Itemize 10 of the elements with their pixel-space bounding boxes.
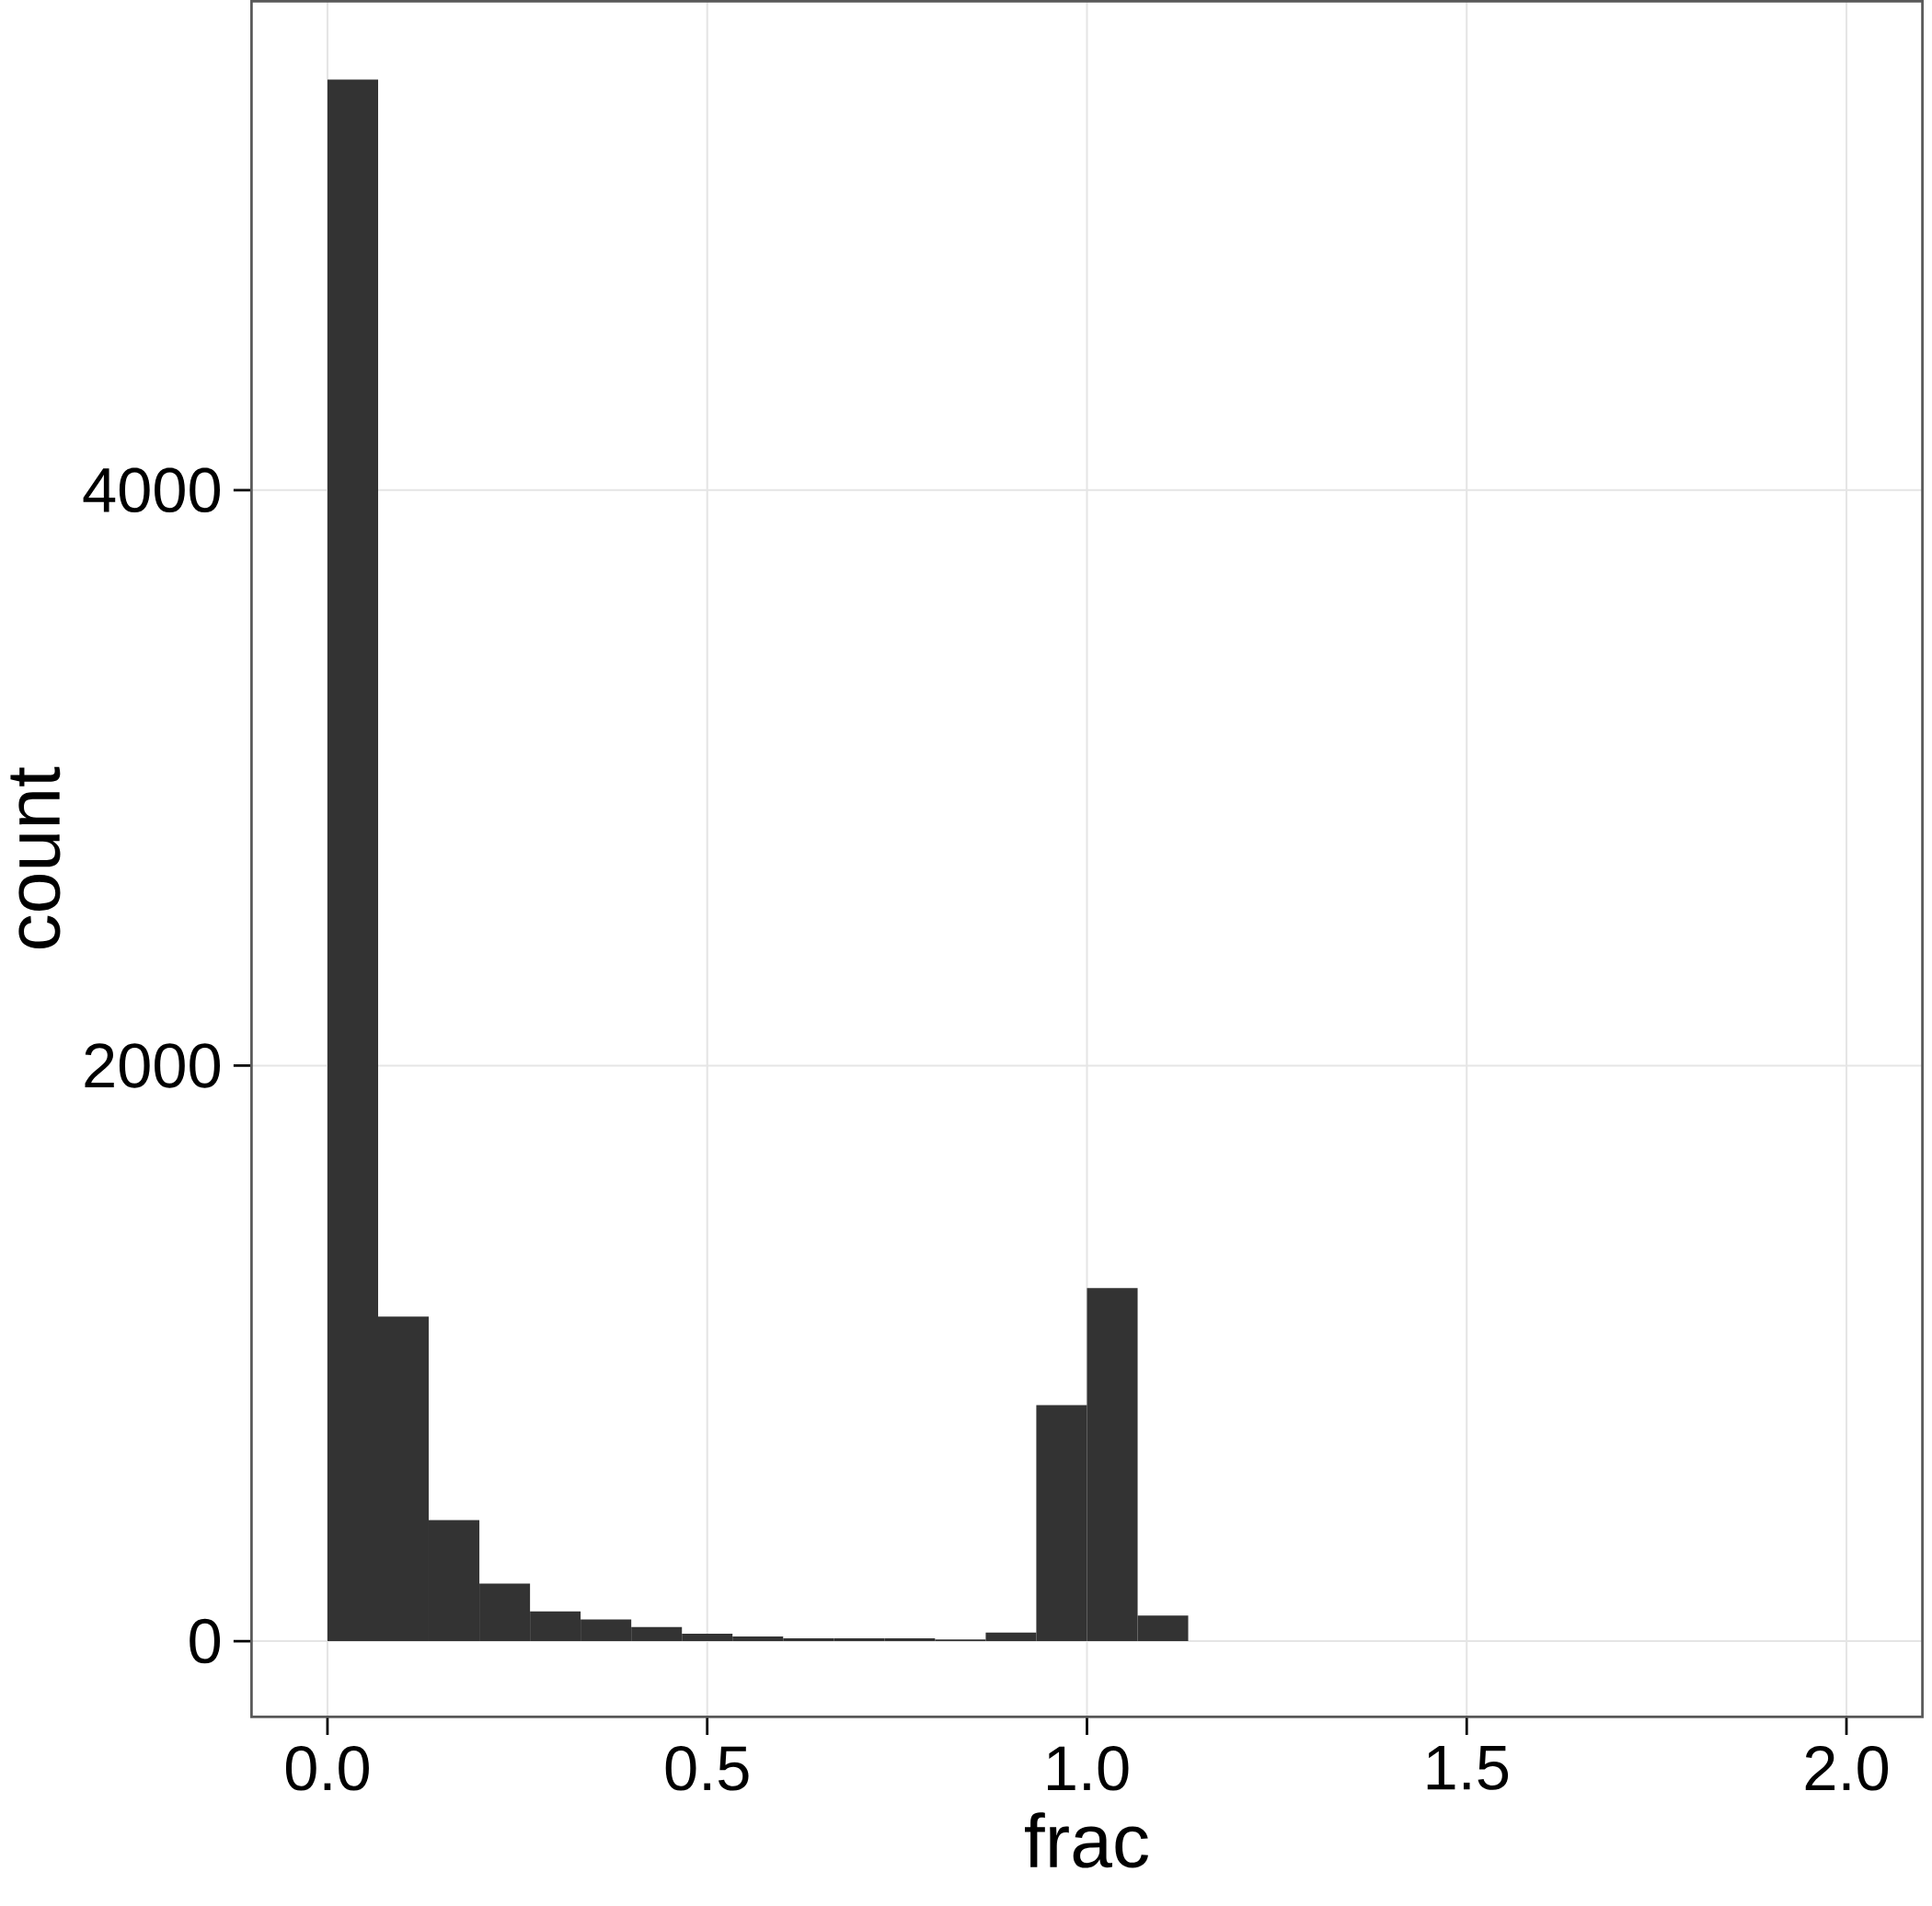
y-axis-title: count: [10, 766, 61, 949]
x-axis-title: frac: [1025, 1812, 1148, 1868]
x-tick-label: 2.0: [1805, 1745, 1889, 1791]
x-tick-label: 1.5: [1427, 1745, 1509, 1790]
x-tick-label: 1.0: [1048, 1745, 1129, 1791]
x-tick-label: 0.0: [285, 1745, 369, 1791]
y-tick-label: 2000: [85, 1043, 220, 1088]
y-tick-label: 4000: [83, 467, 220, 513]
x-tick-label: 0.5: [665, 1745, 749, 1791]
y-tick-label: 0: [190, 1618, 221, 1664]
